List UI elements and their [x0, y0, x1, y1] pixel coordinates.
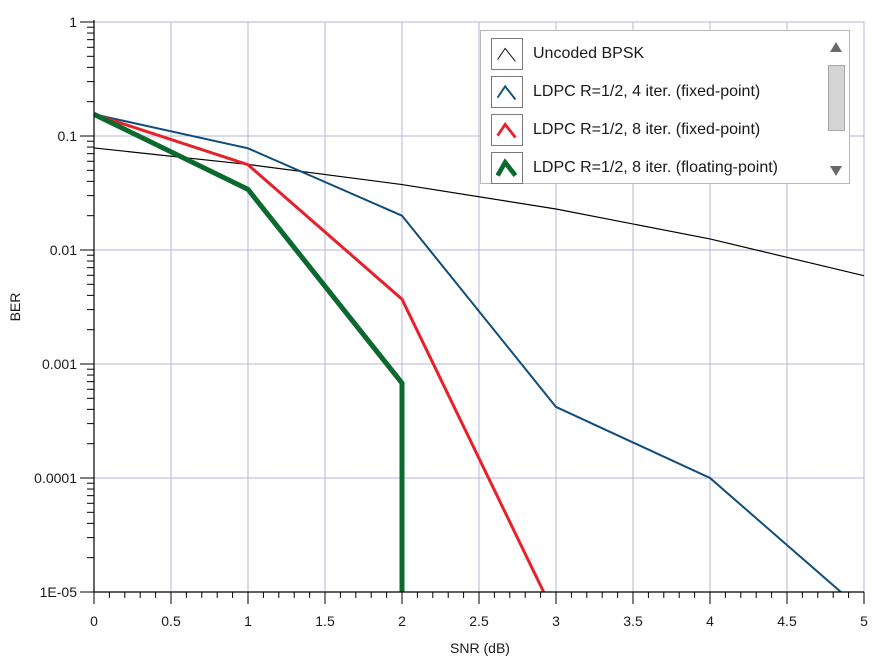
x-tick-label: 1.5: [315, 613, 335, 629]
legend-item-uncoded-bpsk[interactable]: Uncoded BPSK: [491, 37, 644, 71]
series-ldpc-8iter-float: [94, 112, 405, 592]
legend-label: LDPC R=1/2, 8 iter. (fixed-point): [533, 121, 761, 138]
series-uncoded-bpsk: [94, 147, 864, 277]
x-tick-label: 3.5: [623, 613, 643, 629]
y-tick-label: 0.1: [58, 128, 78, 144]
legend-item-ldpc-4iter-fixed[interactable]: LDPC R=1/2, 4 iter. (fixed-point): [491, 75, 760, 109]
x-tick-label: 4.5: [777, 613, 797, 629]
x-tick-label: 4: [706, 613, 714, 629]
x-tick-label: 1: [244, 613, 252, 629]
legend-item-ldpc-8iter-fixed[interactable]: LDPC R=1/2, 8 iter. (fixed-point): [491, 113, 760, 147]
scroll-up-arrow-icon[interactable]: [829, 41, 843, 53]
legend-label: LDPC R=1/2, 8 iter. (floating-point): [533, 159, 779, 176]
legend-scrollbar-thumb[interactable]: [828, 65, 845, 131]
y-tick-label: 0.001: [42, 356, 77, 372]
x-tick-label: 0.5: [161, 613, 181, 629]
legend-label: Uncoded BPSK: [533, 45, 645, 62]
y-tick-label: 0.0001: [34, 470, 77, 486]
series-ldpc-4iter-fixed: [94, 113, 842, 592]
legend-item-ldpc-8iter-float[interactable]: LDPC R=1/2, 8 iter. (floating-point): [491, 151, 778, 185]
tick-labels: 0 0.5 1 1.5 2 2.5 3 3.5 4 4.5 5 1 0.1 0.01 0.001 0.0001…: [34, 14, 868, 629]
x-tick-label: 3: [552, 613, 560, 629]
plot-series: [94, 112, 864, 592]
x-tick-label: 2.5: [469, 613, 489, 629]
legend-swatch-uncoded-bpsk: [491, 38, 523, 70]
x-tick-label: 5: [860, 613, 868, 629]
x-tick-label: 0: [90, 613, 98, 629]
x-tick-label: 2: [398, 613, 406, 629]
legend[interactable]: Uncoded BPSK LDPC R=1/2, 4 iter. (fixed-…: [480, 30, 850, 184]
legend-label: LDPC R=1/2, 4 iter. (fixed-point): [533, 83, 761, 100]
legend-swatch-ldpc-4iter-fixed: [491, 76, 523, 108]
y-tick-label: 1: [69, 14, 77, 30]
legend-swatch-ldpc-8iter-float: [491, 152, 523, 184]
axes: [80, 20, 865, 604]
y-tick-label: 1E-05: [40, 584, 78, 600]
y-axis-title: BER: [7, 293, 23, 322]
series-ldpc-8iter-fixed: [94, 112, 546, 592]
legend-swatch-ldpc-8iter-fixed: [491, 114, 523, 146]
x-axis-title: SNR (dB): [450, 640, 510, 656]
y-tick-label: 0.01: [50, 242, 77, 258]
scroll-down-arrow-icon[interactable]: [829, 165, 843, 177]
